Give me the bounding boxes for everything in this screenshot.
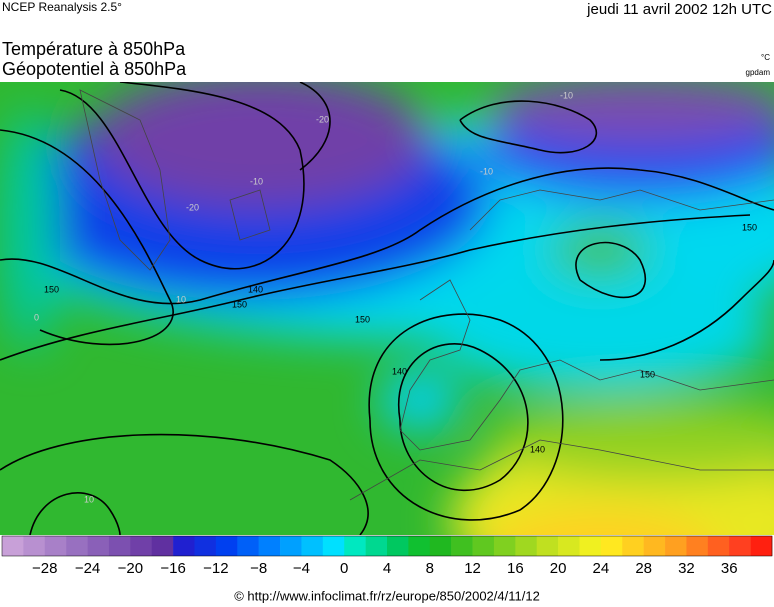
contour-label: 150 — [640, 369, 655, 379]
contour-label: 10 — [84, 494, 94, 504]
contour-label: 140 — [248, 284, 263, 294]
colorbar-swatch — [515, 536, 538, 556]
colorbar-frame — [1, 535, 773, 557]
title-temperature: Température à 850hPa — [2, 39, 186, 59]
colorbar-swatch — [194, 536, 217, 556]
colorbar-tick-label: −20 — [118, 560, 143, 577]
colorbar-swatch — [472, 536, 495, 556]
colorbar-swatch — [429, 536, 452, 556]
colorbar-tick-label: −28 — [32, 560, 57, 577]
colorbar-swatch — [686, 536, 709, 556]
colorbar-tick-label: −4 — [293, 560, 310, 577]
colorbar-swatch — [493, 536, 516, 556]
colorbar-swatch — [408, 536, 431, 556]
colorbar-swatch — [301, 536, 324, 556]
contour-label: -20 — [186, 202, 199, 212]
colorbar-swatch — [729, 536, 751, 556]
colorbar-swatch — [707, 536, 730, 556]
colorbar-swatch — [665, 536, 687, 556]
contour-label: -10 — [250, 176, 263, 186]
colorbar-swatch — [237, 536, 259, 556]
colorbar-tick-label: 28 — [635, 560, 652, 577]
colorbar-tick-label: 24 — [593, 560, 610, 577]
colorbar-tick-label: 8 — [426, 560, 434, 577]
colorbar-tick-label: 0 — [340, 560, 348, 577]
colorbar-swatch — [344, 536, 366, 556]
title-geopotential: Géopotentiel à 850hPa — [2, 59, 187, 79]
colorbar-tick-label: 16 — [507, 560, 524, 577]
colorbar-swatch — [451, 536, 473, 556]
colorbar-swatch — [558, 536, 580, 556]
footer-url: © http://www.infoclimat.fr/rz/europe/850… — [234, 588, 540, 603]
colorbar-swatch — [258, 536, 281, 556]
colorbar-tick-label: −24 — [75, 560, 100, 577]
source-label: NCEP Reanalysis 2.5° — [2, 0, 122, 14]
colorbar-swatch — [44, 536, 67, 556]
colorbar-swatch — [600, 536, 623, 556]
colorbar-swatch — [151, 536, 174, 556]
unit-temperature: °C — [761, 53, 770, 62]
contour-label: 140 — [392, 366, 407, 376]
colorbar-tick-label: 4 — [383, 560, 391, 577]
contour-label: 0 — [34, 312, 39, 322]
contour-label: 150 — [355, 314, 370, 324]
colorbar: −28 −24 −20 −16 −12 −8 −4 0 4 8 12 16 20 24 28 32 36 — [1, 535, 773, 577]
colorbar-swatch — [387, 536, 409, 556]
colorbar-swatch — [579, 536, 602, 556]
contour-labels: 150 140 150 140 150 140 150 150 -10 -20 … — [34, 90, 757, 504]
contour-label: -10 — [560, 90, 573, 100]
colorbar-swatch — [750, 536, 773, 556]
colorbar-swatch — [66, 536, 88, 556]
colorbar-swatch — [130, 536, 153, 556]
contour-label: 150 — [742, 222, 757, 232]
contour-label: 150 — [232, 299, 247, 309]
colorbar-swatch — [536, 536, 559, 556]
colorbar-tick-label: 20 — [550, 560, 567, 577]
date-label: jeudi 11 avril 2002 12h UTC — [586, 1, 772, 18]
colorbar-swatch — [322, 536, 345, 556]
contour-label: -20 — [316, 114, 329, 124]
colorbar-swatch — [643, 536, 666, 556]
colorbar-swatch — [215, 536, 238, 556]
contour-label: 10 — [176, 294, 186, 304]
unit-geopotential: gpdam — [746, 68, 771, 77]
coastlines — [79, 89, 774, 501]
colorbar-swatch — [108, 536, 131, 556]
contour-label: -10 — [480, 166, 493, 176]
colorbar-tick-label: −12 — [203, 560, 228, 577]
colorbar-swatch — [622, 536, 644, 556]
colorbar-tick-label: −8 — [250, 560, 267, 577]
colorbar-swatch — [2, 536, 24, 556]
colorbar-swatch — [365, 536, 388, 556]
contour-label: 150 — [44, 284, 59, 294]
colorbar-tick-label: 32 — [678, 560, 695, 577]
colorbar-swatch — [87, 536, 110, 556]
geopotential-contours — [0, 82, 774, 535]
map: 150 140 150 140 150 140 150 150 -10 -20 … — [0, 82, 774, 535]
colorbar-tick-label: 12 — [464, 560, 481, 577]
colorbar-tick-label: −16 — [160, 560, 185, 577]
contour-label: 140 — [530, 444, 545, 454]
colorbar-tick-label: 36 — [721, 560, 738, 577]
colorbar-swatch — [173, 536, 195, 556]
colorbar-swatch — [280, 536, 302, 556]
colorbar-swatch — [23, 536, 46, 556]
